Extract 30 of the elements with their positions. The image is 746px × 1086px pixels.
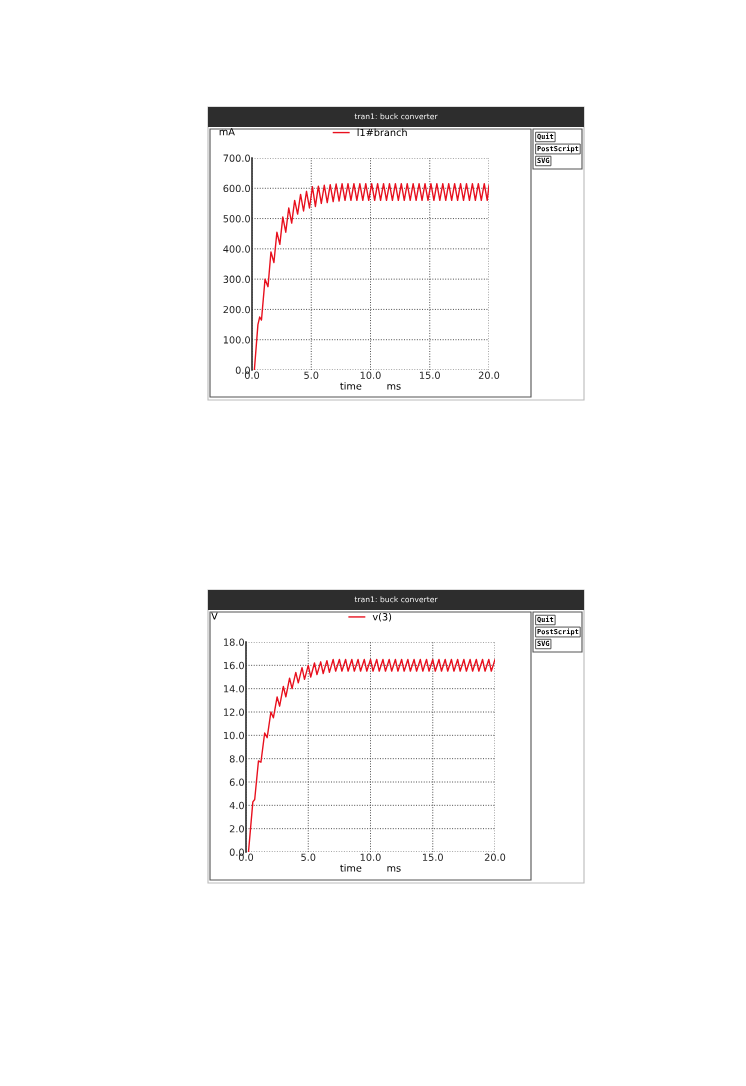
y-tick-label: 200.0	[223, 305, 250, 314]
y-tick-label: 14.0	[224, 685, 244, 693]
x-tick-label: 15.0	[419, 371, 440, 379]
y-tick-label: 12.0	[224, 708, 244, 716]
y-tick-label: 2.0	[229, 825, 244, 833]
y-tick-label: 100.0	[223, 336, 250, 344]
x-axis-title: time ms	[340, 864, 401, 872]
x-tick-label: 10.0	[360, 371, 381, 379]
legend-label: v(3)	[372, 612, 392, 622]
y-tick-label: 18.0	[224, 638, 244, 646]
x-tick-label: 10.0	[360, 853, 381, 861]
y-tick-label: 600.0	[223, 184, 250, 193]
x-tick-label: 5.0	[301, 853, 316, 861]
x-tick-label: 20.0	[478, 371, 500, 379]
y-tick-label: 16.0	[224, 661, 244, 670]
y-tick-label: 4.0	[229, 801, 244, 810]
y-tick-label: 10.0	[224, 731, 244, 740]
y-tick-label: 300.0	[223, 275, 250, 283]
x-tick-label: 15.0	[422, 853, 443, 861]
y-tick-label: 400.0	[223, 245, 250, 253]
x-tick-label: 5.0	[304, 371, 319, 379]
y-tick-label: 700.0	[223, 154, 250, 162]
x-axis-title: time ms	[340, 382, 401, 390]
y-tick-label: 500.0	[223, 215, 250, 223]
y-tick-label: 6.0	[229, 778, 244, 786]
legend-label: l1#branch	[357, 128, 407, 137]
x-tick-label: 20.0	[484, 853, 506, 861]
y-axis-title: V	[211, 612, 218, 620]
y-tick-label: 8.0	[229, 755, 244, 763]
y-axis-title: mA	[219, 128, 235, 136]
